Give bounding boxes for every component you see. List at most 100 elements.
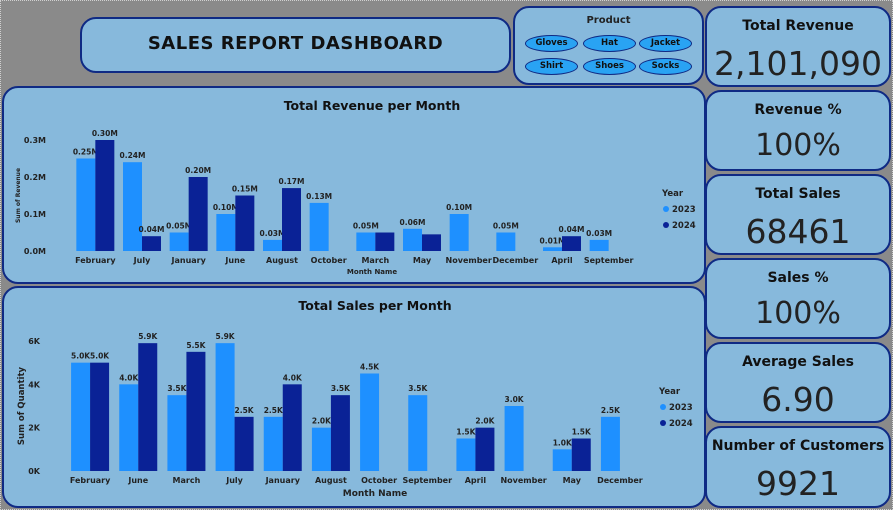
x-tick-label: August	[266, 256, 298, 265]
kpi-label: Total Revenue	[742, 18, 854, 34]
x-tick-label: October	[311, 256, 347, 265]
bar-2024	[234, 416, 254, 471]
bar-2023	[76, 158, 96, 251]
revenue-bar-chart: Total Revenue per Month 0.0M 0.1M 0.2M 0.3M S…	[15, 98, 696, 276]
kpi-label: Revenue %	[754, 102, 842, 118]
x-tick-label: November	[500, 476, 546, 485]
data-label: 0.05M	[166, 222, 192, 231]
x-tick-label: July	[225, 476, 243, 485]
x-tick-label: December	[597, 476, 643, 485]
bar-2024	[235, 195, 255, 251]
legend-marker-2024	[663, 222, 669, 228]
x-tick-label: June	[127, 476, 148, 485]
bar-2023	[119, 384, 139, 471]
kpi-value: 68461	[745, 212, 851, 251]
data-label: 1.0K	[553, 438, 573, 447]
bar-2024	[95, 140, 115, 251]
x-tick-label: August	[315, 476, 347, 485]
x-tick-label: May	[563, 476, 582, 485]
chart-title: Total Revenue per Month	[284, 98, 461, 113]
bar-2024	[186, 351, 206, 471]
bar-2023	[543, 247, 562, 251]
data-label: 0.10M	[213, 203, 239, 212]
data-label: 3.5K	[408, 384, 428, 393]
chart-title: Total Sales per Month	[298, 298, 451, 313]
sales-bar-chart: Total Sales per Month 0K 2K 4K 6K Sum of Quan…	[17, 298, 693, 499]
y-tick-label: 6K	[28, 337, 41, 346]
data-label: 0.05M	[493, 222, 519, 231]
sales-chart-card: Total Sales per Month 0K 2K 4K 6K Sum of Quan…	[2, 286, 706, 508]
kpi-value: 100%	[755, 296, 841, 331]
legend-label-2024: 2024	[672, 221, 696, 231]
kpi-sales-percent: Sales % 100%	[705, 258, 891, 339]
kpi-total-revenue: Total Revenue 2,101,090	[705, 6, 891, 87]
y-tick-label: 2K	[28, 424, 41, 433]
kpi-number-of-customers: Number of Customers 9921	[705, 426, 891, 508]
bar-2023	[167, 395, 187, 471]
bar-2024	[330, 395, 350, 471]
bar-2023	[408, 395, 428, 471]
kpi-label: Number of Customers	[711, 438, 885, 454]
title-card: SALES REPORT DASHBOARD	[80, 17, 511, 73]
bar-2024	[282, 384, 302, 471]
page-title: SALES REPORT DASHBOARD	[147, 33, 444, 54]
slicer-option-socks[interactable]: Socks	[639, 58, 692, 75]
data-label: 3.0K	[505, 395, 525, 404]
data-label: 0.05M	[353, 222, 379, 231]
x-tick-label: December	[492, 256, 538, 265]
slicer-option-jacket[interactable]: Jacket	[639, 35, 692, 52]
bar-2024	[90, 362, 110, 471]
bar-2024	[282, 188, 301, 251]
bar-2023	[589, 239, 609, 251]
x-tick-label: March	[361, 256, 389, 265]
bar-2024	[422, 234, 441, 251]
x-tick-label: February	[70, 476, 111, 485]
kpi-label: Total Sales	[755, 186, 841, 202]
bar-2023	[356, 232, 376, 251]
data-label: 0.13M	[306, 192, 332, 201]
data-label: 0.04M	[559, 225, 585, 234]
bar-2024	[375, 232, 395, 251]
slicer-option-gloves[interactable]: Gloves	[525, 35, 578, 52]
kpi-average-sales: Average Sales 6.90	[705, 342, 891, 423]
bar-2023	[456, 438, 476, 471]
data-label: 0.20M	[185, 166, 211, 175]
x-tick-label: September	[402, 476, 452, 485]
x-axis-label: Month Name	[347, 268, 397, 276]
data-label: 5.0K	[71, 352, 91, 361]
slicer-option-shirt[interactable]: Shirt	[525, 58, 578, 75]
bar-2023	[449, 214, 469, 251]
x-tick-label: April	[465, 476, 487, 485]
bar-2023	[216, 214, 236, 251]
data-label: 5.5K	[186, 341, 206, 350]
legend-title: Year	[661, 189, 684, 199]
data-label: 0.06M	[400, 218, 426, 227]
kpi-value: 9921	[756, 464, 840, 503]
y-tick-label: 0.1M	[24, 210, 46, 219]
data-label: 2.5K	[264, 406, 284, 415]
bar-2023	[496, 232, 516, 251]
x-tick-label: October	[361, 476, 397, 485]
legend-marker-2024	[660, 420, 666, 426]
y-tick-label: 4K	[28, 380, 41, 389]
slicer-option-shoes[interactable]: Shoes	[583, 58, 636, 75]
x-tick-label: January	[265, 476, 301, 485]
y-tick-label: 0.3M	[24, 136, 46, 145]
bar-2023	[309, 202, 329, 251]
data-label: 4.0K	[119, 373, 139, 382]
data-label: 0.03M	[586, 229, 612, 238]
bar-2024	[475, 427, 495, 471]
bar-2023	[403, 228, 422, 251]
legend-marker-2023	[663, 206, 669, 212]
x-tick-label: July	[133, 256, 151, 265]
revenue-chart-card: Total Revenue per Month 0.0M 0.1M 0.2M 0.3M S…	[2, 86, 706, 284]
bar-2023	[311, 427, 331, 471]
data-label: 0.24M	[120, 151, 146, 160]
y-tick-label: 0K	[28, 467, 41, 476]
y-axis-label: Sum of Revenue	[15, 168, 22, 223]
slicer-option-hat[interactable]: Hat	[583, 35, 636, 52]
bar-2023	[360, 373, 380, 471]
bar-2023	[123, 162, 142, 251]
data-label: 0.03M	[260, 229, 286, 238]
x-tick-label: April	[551, 256, 573, 265]
